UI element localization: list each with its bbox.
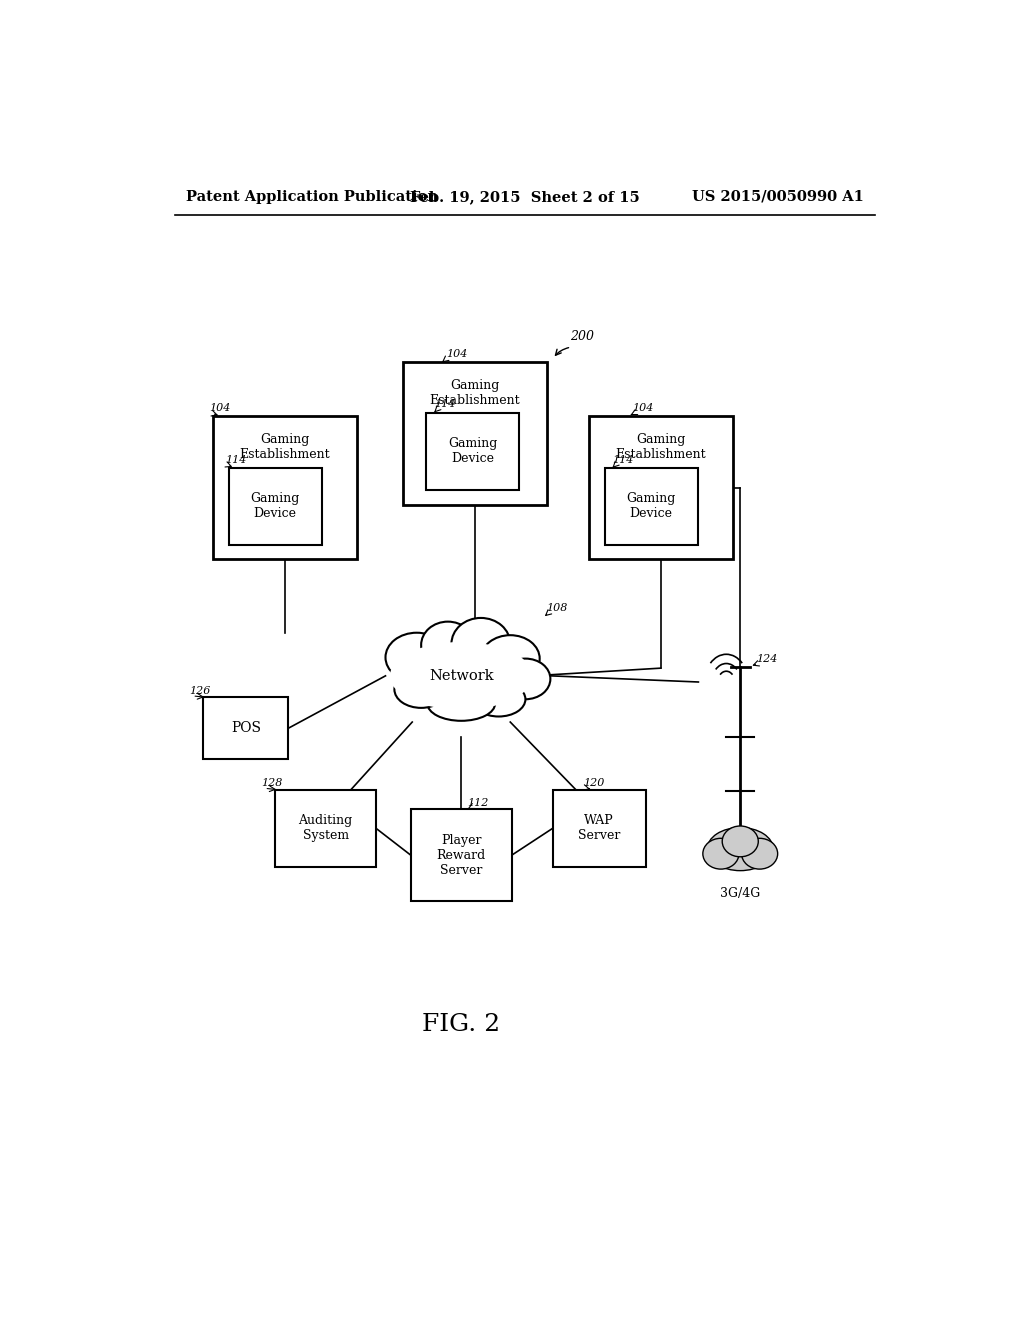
Text: 114: 114 (612, 455, 634, 465)
Text: Auditing
System: Auditing System (299, 814, 352, 842)
Ellipse shape (741, 838, 777, 869)
Text: WAP
Server: WAP Server (578, 814, 621, 842)
Text: FIG. 2: FIG. 2 (422, 1014, 501, 1036)
Text: Player
Reward
Server: Player Reward Server (436, 834, 485, 876)
Text: Gaming
Device: Gaming Device (251, 492, 300, 520)
Bar (589, 416, 732, 558)
Text: 128: 128 (261, 779, 283, 788)
Text: 200: 200 (569, 330, 594, 343)
Text: Gaming
Establishment: Gaming Establishment (240, 433, 331, 461)
Text: 114: 114 (434, 400, 456, 409)
Text: Network: Network (429, 669, 494, 682)
Ellipse shape (501, 659, 550, 700)
Text: Gaming
Establishment: Gaming Establishment (615, 433, 707, 461)
Text: 126: 126 (189, 686, 211, 696)
Ellipse shape (421, 622, 474, 668)
Bar (213, 416, 356, 558)
Bar (604, 469, 697, 545)
Bar (228, 469, 322, 545)
Text: 120: 120 (584, 779, 605, 788)
Text: 108: 108 (547, 603, 568, 612)
Text: US 2015/0050990 A1: US 2015/0050990 A1 (692, 190, 864, 203)
Text: Feb. 19, 2015  Sheet 2 of 15: Feb. 19, 2015 Sheet 2 of 15 (410, 190, 640, 203)
Ellipse shape (708, 828, 773, 871)
Text: Gaming
Device: Gaming Device (627, 492, 676, 520)
Ellipse shape (394, 671, 447, 708)
Text: 3G/4G: 3G/4G (720, 887, 761, 900)
Text: 104: 104 (445, 350, 467, 359)
Bar (426, 412, 519, 490)
Text: 112: 112 (467, 797, 488, 808)
Bar (203, 697, 289, 759)
Ellipse shape (472, 682, 525, 717)
Ellipse shape (390, 642, 532, 710)
Text: 104: 104 (209, 404, 230, 413)
Text: Gaming
Device: Gaming Device (449, 437, 498, 465)
Text: 124: 124 (756, 653, 777, 664)
Bar (403, 363, 547, 506)
Text: POS: POS (230, 721, 261, 735)
Ellipse shape (385, 632, 447, 682)
Bar (275, 789, 376, 867)
Ellipse shape (452, 618, 510, 669)
Ellipse shape (702, 838, 739, 869)
Text: 104: 104 (632, 404, 653, 413)
Text: Patent Application Publication: Patent Application Publication (186, 190, 438, 203)
Ellipse shape (722, 826, 759, 857)
Ellipse shape (427, 686, 496, 721)
Text: 114: 114 (225, 455, 246, 465)
Bar (411, 809, 512, 902)
Bar (553, 789, 646, 867)
Text: Gaming
Establishment: Gaming Establishment (429, 379, 520, 408)
Ellipse shape (481, 635, 540, 682)
